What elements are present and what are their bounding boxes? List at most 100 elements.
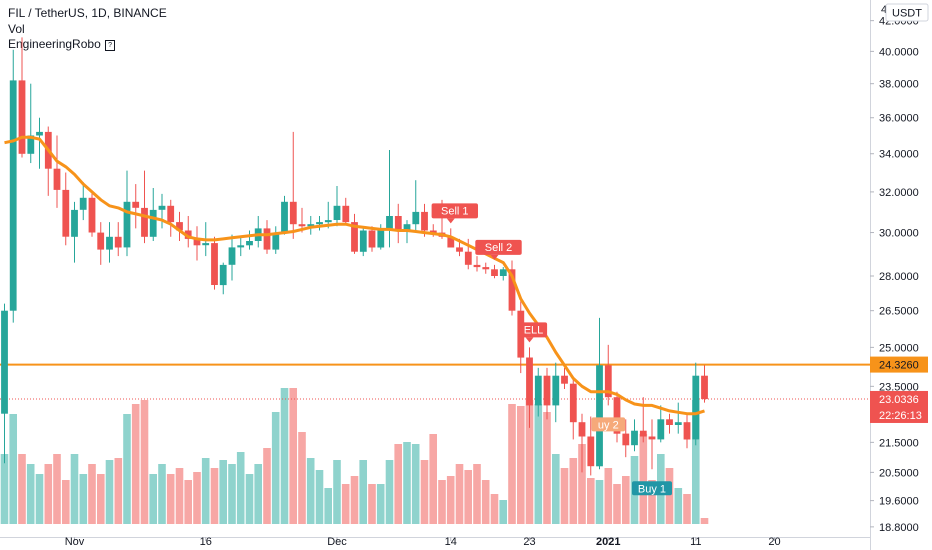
- candle: [184, 215, 192, 248]
- volume-bar: [630, 456, 639, 524]
- volume-bar: [105, 460, 114, 524]
- volume-bar: [420, 460, 429, 524]
- signal-badge: [632, 481, 672, 496]
- signal-buy: Buy 1: [632, 481, 672, 496]
- volume-bar: [683, 494, 691, 524]
- candle: [149, 187, 157, 242]
- volume-bar: [622, 476, 630, 524]
- candle: [561, 367, 568, 390]
- volume-legend: Vol: [8, 22, 25, 36]
- candle: [228, 234, 236, 281]
- volume-bar: [18, 454, 26, 524]
- y-tick-label: 21.5000: [879, 437, 919, 449]
- candle: [604, 344, 612, 406]
- x-tick-label: 20: [768, 536, 780, 548]
- candle: [631, 419, 638, 452]
- candle-body: [447, 236, 455, 248]
- candle-body: [377, 228, 385, 248]
- candle-body: [254, 228, 262, 241]
- candle-body: [316, 222, 323, 225]
- candle-body: [272, 232, 280, 250]
- candle: [534, 367, 542, 417]
- volume-bar: [376, 484, 385, 524]
- candle: [88, 191, 96, 237]
- candle-body: [596, 365, 603, 467]
- level-price-label: 24.3260: [879, 360, 919, 372]
- x-tick-label: Nov: [65, 536, 85, 548]
- volume-bar: [411, 444, 420, 524]
- candle: [167, 199, 175, 237]
- signal-sell: ELL: [519, 322, 548, 343]
- volume-bar: [271, 412, 280, 524]
- candle-body: [394, 216, 402, 231]
- candle: [342, 197, 350, 225]
- indicator-legend[interactable]: EngineeringRobo ?: [8, 37, 116, 51]
- candle-body: [368, 230, 376, 248]
- candle-body: [53, 168, 61, 190]
- candle: [351, 213, 358, 254]
- volume-bar: [560, 468, 569, 524]
- candle-body: [193, 238, 201, 246]
- volume-bar: [158, 464, 166, 524]
- volume-bar: [517, 406, 525, 524]
- candle-body: [473, 264, 481, 268]
- candle-body: [36, 131, 43, 136]
- candle: [176, 211, 183, 242]
- volume-bar: [534, 404, 543, 524]
- volume-bar: [149, 474, 157, 524]
- candle-body: [289, 201, 297, 225]
- candle-body: [657, 419, 665, 440]
- indicator-label: EngineeringRobo: [8, 37, 101, 51]
- volume-bar: [350, 476, 359, 524]
- volume-bar: [53, 454, 61, 524]
- candle-series: [1, 37, 708, 476]
- help-box-icon[interactable]: ?: [105, 40, 116, 51]
- candle: [386, 150, 393, 248]
- signal-badge: [519, 322, 548, 338]
- volume-bar: [473, 464, 481, 524]
- y-tick-label: 23.5000: [879, 381, 919, 393]
- signal-sell: Sell 2: [475, 239, 522, 260]
- candle: [97, 222, 105, 265]
- signal-label: Sell 1: [441, 205, 469, 217]
- candle-body: [412, 211, 420, 225]
- volume-bar: [114, 458, 123, 524]
- signal-label: uy 2: [598, 419, 619, 431]
- volume-bar: [280, 388, 289, 524]
- signal-badge: [475, 239, 522, 255]
- candle: [596, 317, 603, 470]
- y-tick-label: 20.5000: [879, 467, 919, 479]
- candle: [508, 260, 516, 316]
- candle: [394, 203, 402, 244]
- candle: [499, 267, 507, 281]
- candle: [569, 378, 577, 440]
- candle-body: [184, 230, 192, 239]
- candle-body: [517, 310, 525, 358]
- candle: [36, 117, 43, 169]
- candle-body: [569, 383, 577, 423]
- volume-bar: [44, 464, 53, 524]
- candle-body: [613, 397, 621, 434]
- candle-body: [97, 232, 105, 250]
- candle-body: [123, 201, 131, 248]
- volume-bar: [700, 518, 709, 524]
- candle: [377, 224, 385, 250]
- volume-bar: [464, 470, 472, 524]
- volume-bar: [481, 480, 490, 524]
- volume-bar: [306, 458, 315, 524]
- volume-bar: [254, 464, 262, 524]
- volume-bar: [394, 444, 402, 524]
- volume-bar: [657, 454, 665, 524]
- candle: [237, 236, 245, 257]
- candle: [473, 256, 481, 272]
- volume-bar: [201, 458, 210, 524]
- volume-bar: [438, 480, 446, 524]
- candle: [132, 184, 140, 229]
- y-tick-label: 19.6000: [879, 496, 919, 508]
- candle: [482, 262, 490, 274]
- candle: [683, 413, 691, 449]
- candle-body: [167, 205, 175, 223]
- candle: [587, 416, 595, 476]
- candle-body: [701, 375, 708, 400]
